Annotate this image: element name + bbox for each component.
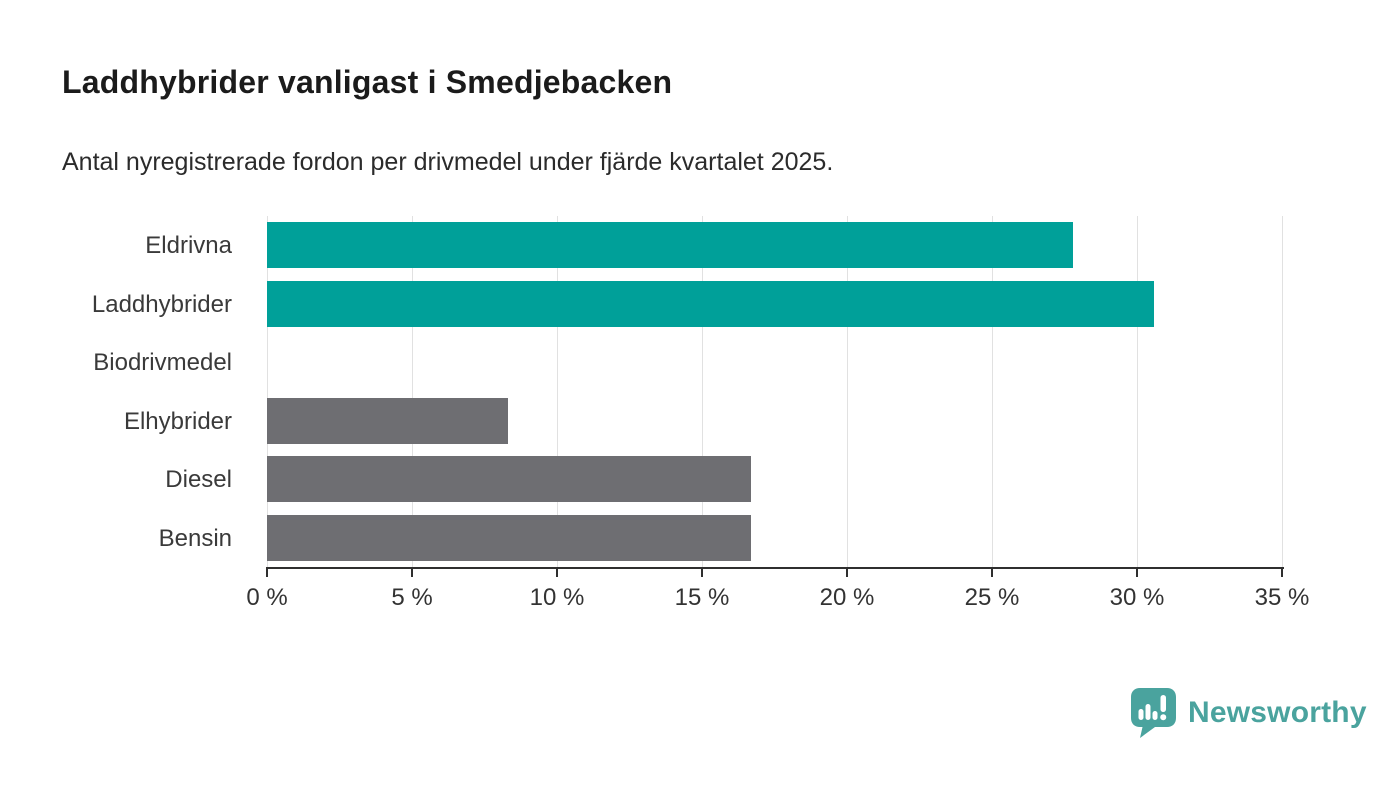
gridline-5 xyxy=(412,216,413,567)
category-label-elhybrider: Elhybrider xyxy=(0,392,249,451)
bar-elhybrider xyxy=(267,398,508,444)
plot-area xyxy=(267,216,1283,567)
gridline-0 xyxy=(267,216,268,567)
x-tick-label-25: 25 % xyxy=(964,584,1020,611)
newsworthy-logo-text: Newsworthy xyxy=(1188,696,1367,729)
bar-eldrivna xyxy=(267,222,1073,268)
x-tick-label-5: 5 % xyxy=(391,584,433,611)
x-tick-0 xyxy=(266,567,268,577)
newsworthy-branding: Newsworthy xyxy=(1130,687,1367,739)
category-label-laddhybrider: Laddhybrider xyxy=(0,275,249,334)
x-tick-label-20: 20 % xyxy=(819,584,875,611)
category-label-bensin: Bensin xyxy=(0,509,249,568)
newsworthy-pin-barchart-icon xyxy=(1131,688,1176,738)
x-tick-label-0: 0 % xyxy=(246,584,288,611)
category-label-eldrivna: Eldrivna xyxy=(0,216,249,275)
x-tick-30 xyxy=(1136,567,1138,577)
bar-laddhybrider xyxy=(267,281,1154,327)
gridline-30 xyxy=(1137,216,1138,567)
x-tick-25 xyxy=(991,567,993,577)
x-tick-label-35: 35 % xyxy=(1254,584,1310,611)
x-tick-20 xyxy=(846,567,848,577)
x-tick-10 xyxy=(556,567,558,577)
gridline-15 xyxy=(702,216,703,567)
category-label-biodrivmedel: Biodrivmedel xyxy=(0,333,249,392)
category-label-text: Eldrivna xyxy=(145,231,232,259)
gridline-10 xyxy=(557,216,558,567)
x-tick-label-10: 10 % xyxy=(529,584,585,611)
category-label-text: Bensin xyxy=(158,524,232,552)
x-tick-5 xyxy=(411,567,413,577)
category-label-diesel: Diesel xyxy=(0,450,249,509)
category-label-text: Diesel xyxy=(165,465,232,493)
chart-subtitle: Antal nyregistrerade fordon per drivmede… xyxy=(62,148,834,176)
x-tick-label-30: 30 % xyxy=(1109,584,1165,611)
category-label-text: Laddhybrider xyxy=(91,290,232,318)
chart-title: Laddhybrider vanligast i Smedjebacken xyxy=(62,64,673,100)
x-tick-label-15: 15 % xyxy=(674,584,730,611)
bar-diesel xyxy=(267,456,751,502)
gridline-25 xyxy=(992,216,993,567)
gridline-20 xyxy=(847,216,848,567)
bar-bensin xyxy=(267,515,751,561)
gridline-35 xyxy=(1282,216,1283,567)
category-label-text: Elhybrider xyxy=(123,407,232,435)
x-tick-15 xyxy=(701,567,703,577)
x-axis-line xyxy=(266,567,1284,569)
category-label-text: Biodrivmedel xyxy=(93,348,232,376)
x-tick-35 xyxy=(1281,567,1283,577)
